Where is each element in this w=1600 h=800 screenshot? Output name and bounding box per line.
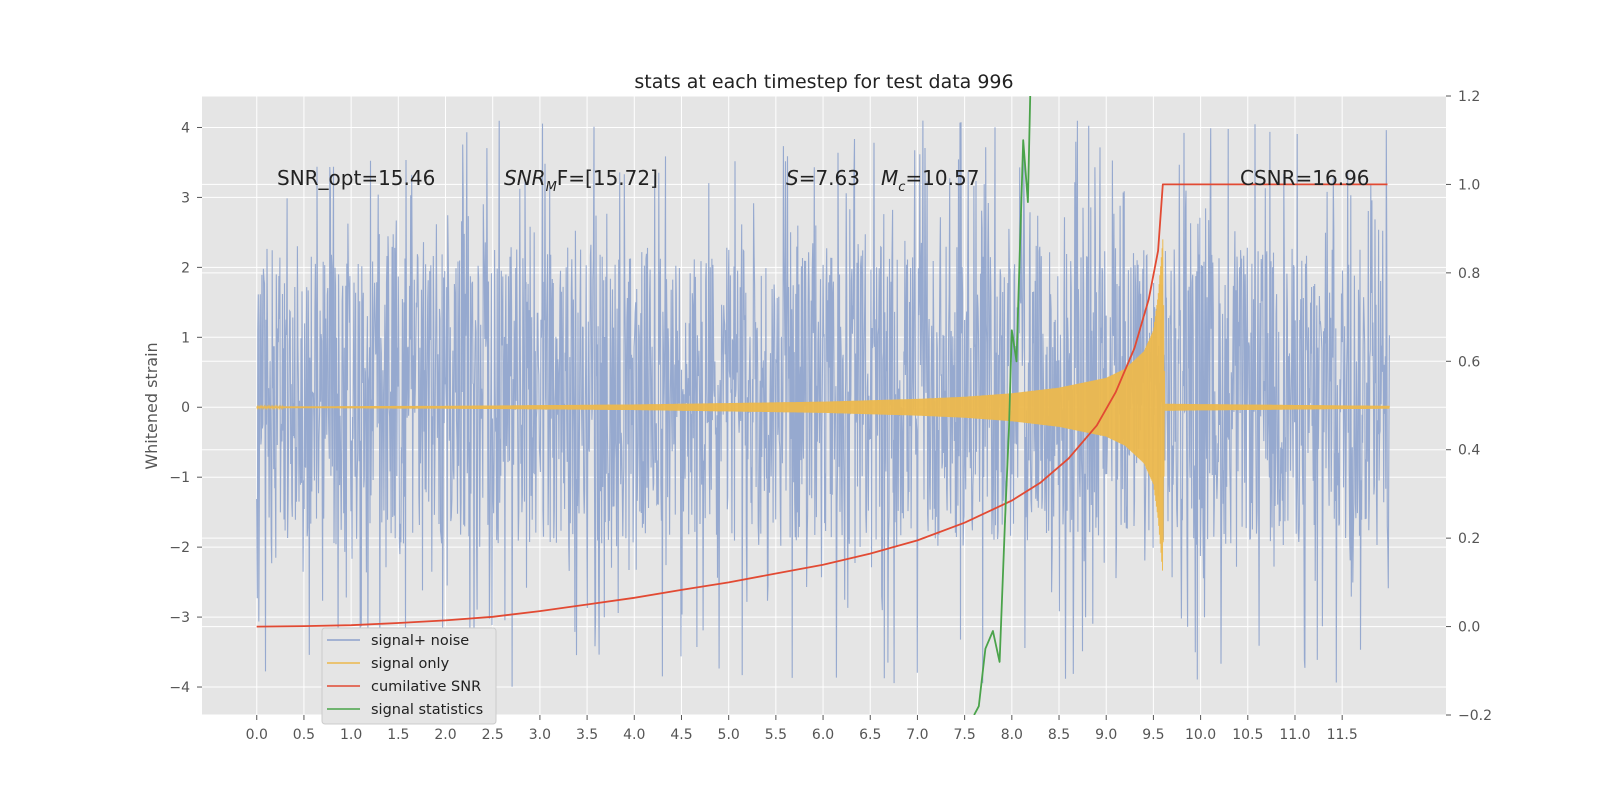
annotation-mc-sub: c <box>898 180 905 195</box>
x-tick-label-10: 5.0 <box>718 727 740 743</box>
x-tick-label-17: 8.5 <box>1048 727 1070 743</box>
legend-label-signal-only: signal only <box>371 656 450 672</box>
y2-tick-label-3: 0.6 <box>1458 354 1480 370</box>
x-tick-label-4: 2.0 <box>434 727 456 743</box>
line-signal-statistics <box>973 96 1032 715</box>
y-tick-label-7: −3 <box>169 610 190 626</box>
annotation-snr-mf-sub: M <box>546 180 557 195</box>
y-tick-label-2: 2 <box>181 260 190 276</box>
y2-tick-label-0: 1.2 <box>1458 89 1480 105</box>
line-signal-only <box>256 239 1390 571</box>
y-tick-label-6: −2 <box>169 540 190 556</box>
annotation-mc-rest: =10.57 <box>905 166 979 190</box>
annotation-s-rest: =7.63 <box>799 166 860 190</box>
line-signal-noise <box>256 120 1390 687</box>
y2-tick-label-5: 0.2 <box>1458 531 1480 547</box>
legend-box <box>321 627 497 725</box>
y2-tick-label-1: 1.0 <box>1458 177 1480 193</box>
annotation-mc-var: M <box>881 166 898 190</box>
x-tick-label-5: 2.5 <box>482 727 504 743</box>
y-tick-label-8: −4 <box>169 680 190 696</box>
x-tick-label-21: 10.5 <box>1232 727 1263 743</box>
y-axis-label: Whitened strain <box>142 342 161 469</box>
annotation-mc: Mc=10.57 <box>881 166 979 195</box>
legend-label-signal-statistics: signal statistics <box>371 702 483 718</box>
y2-tick-label-4: 0.4 <box>1458 443 1480 459</box>
annotation-csnr: CSNR=16.96 <box>1240 166 1370 190</box>
x-tick-label-11: 5.5 <box>765 727 787 743</box>
x-tick-label-8: 4.0 <box>623 727 645 743</box>
x-tick-label-2: 1.0 <box>340 727 362 743</box>
y-tick-label-5: −1 <box>169 470 190 486</box>
x-tick-label-9: 4.5 <box>670 727 692 743</box>
x-tick-label-20: 10.0 <box>1185 727 1216 743</box>
annotation-s: S=7.63 <box>786 166 860 190</box>
x-tick-label-6: 3.0 <box>529 727 551 743</box>
x-tick-label-12: 6.0 <box>812 727 834 743</box>
y-tick-label-1: 3 <box>181 190 190 206</box>
x-tick-label-0: 0.0 <box>246 727 268 743</box>
annotation-s-var: S <box>786 166 799 190</box>
series-signal-statistics <box>973 96 1032 715</box>
legend: signal+ noise signal only cumilative SNR… <box>321 627 497 725</box>
legend-label-cumulative-snr: cumilative SNR <box>371 679 481 695</box>
x-tick-label-23: 11.5 <box>1327 727 1358 743</box>
x-tick-label-1: 0.5 <box>293 727 315 743</box>
series-signal-noise <box>256 120 1390 687</box>
y2-tick-label-2: 0.8 <box>1458 266 1480 282</box>
x-tick-label-22: 11.0 <box>1279 727 1310 743</box>
series-signal-only <box>256 239 1390 571</box>
x-tick-label-3: 1.5 <box>387 727 409 743</box>
annotation-snr-mf-main: SNR <box>504 166 546 190</box>
x-tick-label-19: 9.5 <box>1142 727 1164 743</box>
y2-tick-label-7: −0.2 <box>1458 708 1492 724</box>
x-tick-label-14: 7.0 <box>906 727 928 743</box>
y2-tick-label-6: 0.0 <box>1458 620 1480 636</box>
annotation-snr-mf: SNRMF=[15.72] <box>504 166 658 195</box>
annotation-snr-mf-rest: F=[15.72] <box>557 166 658 190</box>
chart-title: stats at each timestep for test data 996 <box>634 71 1013 93</box>
annotation-snr-opt: SNR_opt=15.46 <box>277 166 435 190</box>
x-tick-label-18: 9.0 <box>1095 727 1117 743</box>
y-tick-label-4: 0 <box>181 400 190 416</box>
x-tick-label-13: 6.5 <box>859 727 881 743</box>
x-tick-label-16: 8.0 <box>1001 727 1023 743</box>
x-tick-label-7: 3.5 <box>576 727 598 743</box>
axes: 0.0 0.5 1.0 1.5 2.0 2.5 3.0 3.5 4.0 4.5 5.0 5.5 6.0 6… <box>169 89 1492 743</box>
y-tick-label-3: 1 <box>181 330 190 346</box>
y-tick-label-0: 4 <box>181 120 190 136</box>
series-cumulative-snr <box>256 183 1388 628</box>
line-cumulative-snr <box>256 183 1388 628</box>
legend-label-signal-noise: signal+ noise <box>371 633 469 649</box>
x-tick-label-15: 7.5 <box>954 727 976 743</box>
